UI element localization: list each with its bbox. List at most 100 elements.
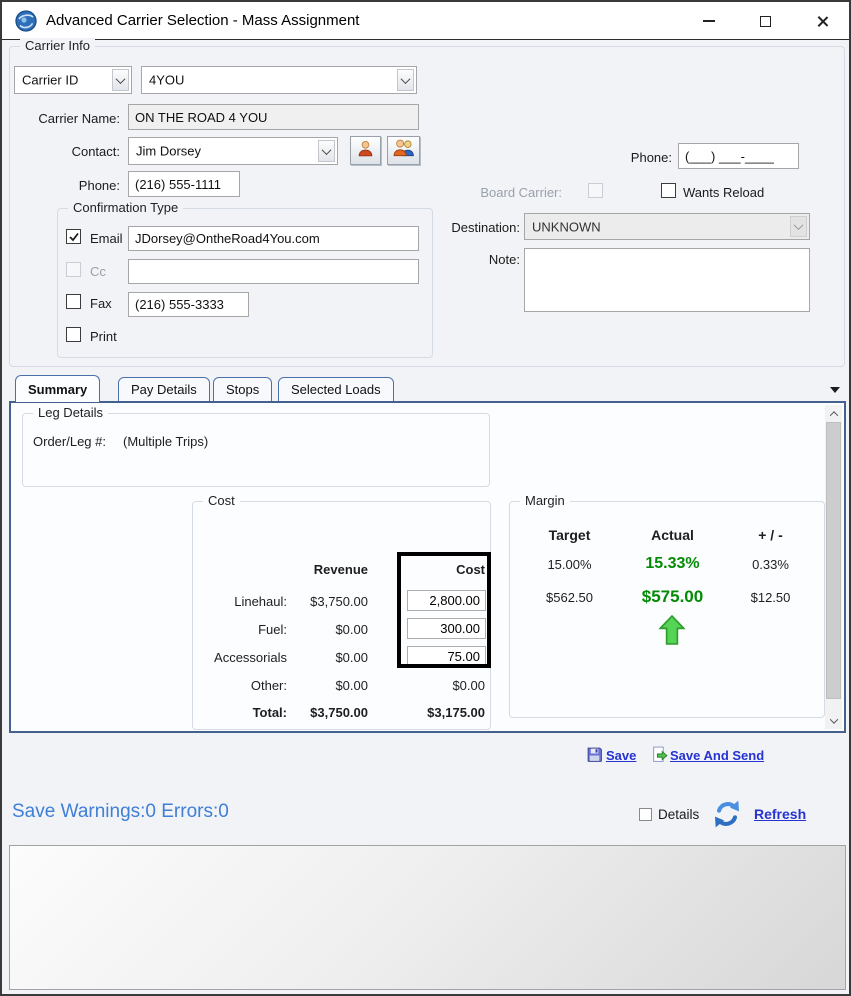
contact-combo[interactable]: Jim Dorsey <box>128 137 338 165</box>
carrier-search-mode-value: Carrier ID <box>22 72 79 88</box>
title-bar: Advanced Carrier Selection - Mass Assign… <box>2 2 849 40</box>
cc-field[interactable] <box>128 259 419 284</box>
cost-group: Cost Revenue Cost Linehaul: $3,750.00 Fu… <box>192 493 491 730</box>
email-label: Email <box>90 231 123 246</box>
carrier-phone-label: Phone: <box>78 178 120 193</box>
other-cost: $0.00 <box>452 678 485 693</box>
tab-selected-loads[interactable]: Selected Loads <box>278 377 394 401</box>
confirmation-type-group: Confirmation Type <box>57 200 433 358</box>
chevron-down-icon[interactable] <box>112 69 129 91</box>
vertical-scrollbar[interactable] <box>825 405 842 729</box>
save-and-send-icon <box>651 746 668 768</box>
details-checkbox[interactable] <box>639 808 652 821</box>
refresh-icon[interactable] <box>710 798 744 835</box>
target-header: Target <box>548 527 591 543</box>
board-carrier-label: Board Carrier: <box>480 185 562 200</box>
save-and-send-link[interactable]: Save And Send <box>670 748 765 763</box>
carrier-name-field[interactable] <box>128 104 419 130</box>
carrier-id-combo[interactable]: 4YOU <box>141 66 417 94</box>
actual-percent: 15.33% <box>645 555 700 572</box>
print-label: Print <box>90 329 117 344</box>
board-carrier-checkbox <box>588 183 603 198</box>
tab-pay-details[interactable]: Pay Details <box>118 377 210 401</box>
diff-amount: $12.50 <box>750 590 791 605</box>
edit-contact-button[interactable] <box>350 136 381 165</box>
carrier-id-value: 4YOU <box>149 72 185 88</box>
fax-checkbox[interactable] <box>66 294 81 309</box>
other-revenue: $0.00 <box>335 678 368 693</box>
revenue-column-header: Revenue <box>313 562 368 577</box>
people-icon <box>393 138 415 163</box>
contact-phone-field[interactable] <box>678 143 799 169</box>
tab-stops-label: Stops <box>226 382 260 397</box>
carrier-info-group: Carrier Info <box>9 38 845 367</box>
linehaul-revenue: $3,750.00 <box>310 594 368 609</box>
minimize-button[interactable] <box>697 11 721 31</box>
total-revenue: $3,750.00 <box>310 705 368 720</box>
contact-phone-label: Phone: <box>630 150 672 165</box>
leg-details-legend: Leg Details <box>33 405 109 420</box>
tab-stops[interactable]: Stops <box>213 377 273 401</box>
note-input[interactable] <box>524 248 810 312</box>
actual-amount: $575.00 <box>641 587 704 606</box>
carrier-phone-field[interactable] <box>128 171 240 197</box>
save-link[interactable]: Save <box>606 748 637 763</box>
margin-group: Margin Target Actual + / - 15.00% 15.33%… <box>509 493 825 718</box>
window-title: Advanced Carrier Selection - Mass Assign… <box>46 12 360 29</box>
tab-selected-loads-label: Selected Loads <box>291 382 381 397</box>
app-icon <box>15 10 37 32</box>
chevron-down-icon[interactable] <box>397 69 414 91</box>
fuel-revenue: $0.00 <box>335 622 368 637</box>
cost-legend: Cost <box>203 493 240 508</box>
fax-field[interactable] <box>128 292 249 317</box>
results-panel <box>9 845 846 990</box>
contact-list-button[interactable] <box>387 136 420 165</box>
email-field[interactable] <box>128 226 419 251</box>
linehaul-cost-input[interactable] <box>407 590 486 611</box>
accessorials-revenue: $0.00 <box>335 650 368 665</box>
order-leg-label: Order/Leg #: <box>33 434 106 449</box>
note-label: Note: <box>488 252 520 267</box>
destination-combo: UNKNOWN <box>524 213 810 240</box>
wants-reload-checkbox[interactable] <box>661 183 676 198</box>
cc-checkbox <box>66 262 81 277</box>
save-icon <box>586 746 603 768</box>
actual-header: Actual <box>651 527 694 543</box>
cc-label: Cc <box>90 264 106 279</box>
leg-details-group: Leg Details Order/Leg #: (Multiple Trips… <box>22 405 490 487</box>
total-cost: $3,175.00 <box>427 705 485 720</box>
print-checkbox[interactable] <box>66 327 81 342</box>
destination-value: UNKNOWN <box>532 219 601 234</box>
tab-summary[interactable]: Summary <box>15 375 101 402</box>
order-leg-value: (Multiple Trips) <box>123 434 209 449</box>
summary-tab-panel: Leg Details Order/Leg #: (Multiple Trips… <box>9 401 846 733</box>
email-checkbox[interactable] <box>66 229 81 244</box>
maximize-button[interactable] <box>753 11 777 31</box>
confirmation-type-legend: Confirmation Type <box>68 200 184 215</box>
scroll-down-icon[interactable] <box>825 712 842 729</box>
margin-legend: Margin <box>520 493 570 508</box>
other-label: Other: <box>250 678 287 693</box>
carrier-info-legend: Carrier Info <box>20 38 96 53</box>
diff-header: + / - <box>758 527 783 543</box>
fax-label: Fax <box>90 296 112 311</box>
total-label: Total: <box>252 705 287 720</box>
carrier-name-label: Carrier Name: <box>38 111 120 126</box>
save-warnings-message: Save Warnings:0 Errors:0 <box>12 801 229 822</box>
tab-summary-label: Summary <box>28 381 88 397</box>
contact-value: Jim Dorsey <box>136 143 202 159</box>
chevron-down-icon <box>790 216 807 237</box>
chevron-down-icon[interactable] <box>318 140 335 162</box>
destination-label: Destination: <box>451 220 520 235</box>
refresh-link[interactable]: Refresh <box>754 806 807 822</box>
tab-overflow-icon[interactable] <box>830 387 840 393</box>
fuel-cost-input[interactable] <box>407 618 486 639</box>
scroll-up-icon[interactable] <box>825 405 842 422</box>
accessorials-cost-input[interactable] <box>407 646 486 667</box>
linehaul-label: Linehaul: <box>234 594 287 609</box>
scrollbar-thumb[interactable] <box>826 422 841 699</box>
wants-reload-label: Wants Reload <box>683 185 765 200</box>
close-button[interactable] <box>810 11 834 31</box>
carrier-search-mode-combo[interactable]: Carrier ID <box>14 66 132 94</box>
